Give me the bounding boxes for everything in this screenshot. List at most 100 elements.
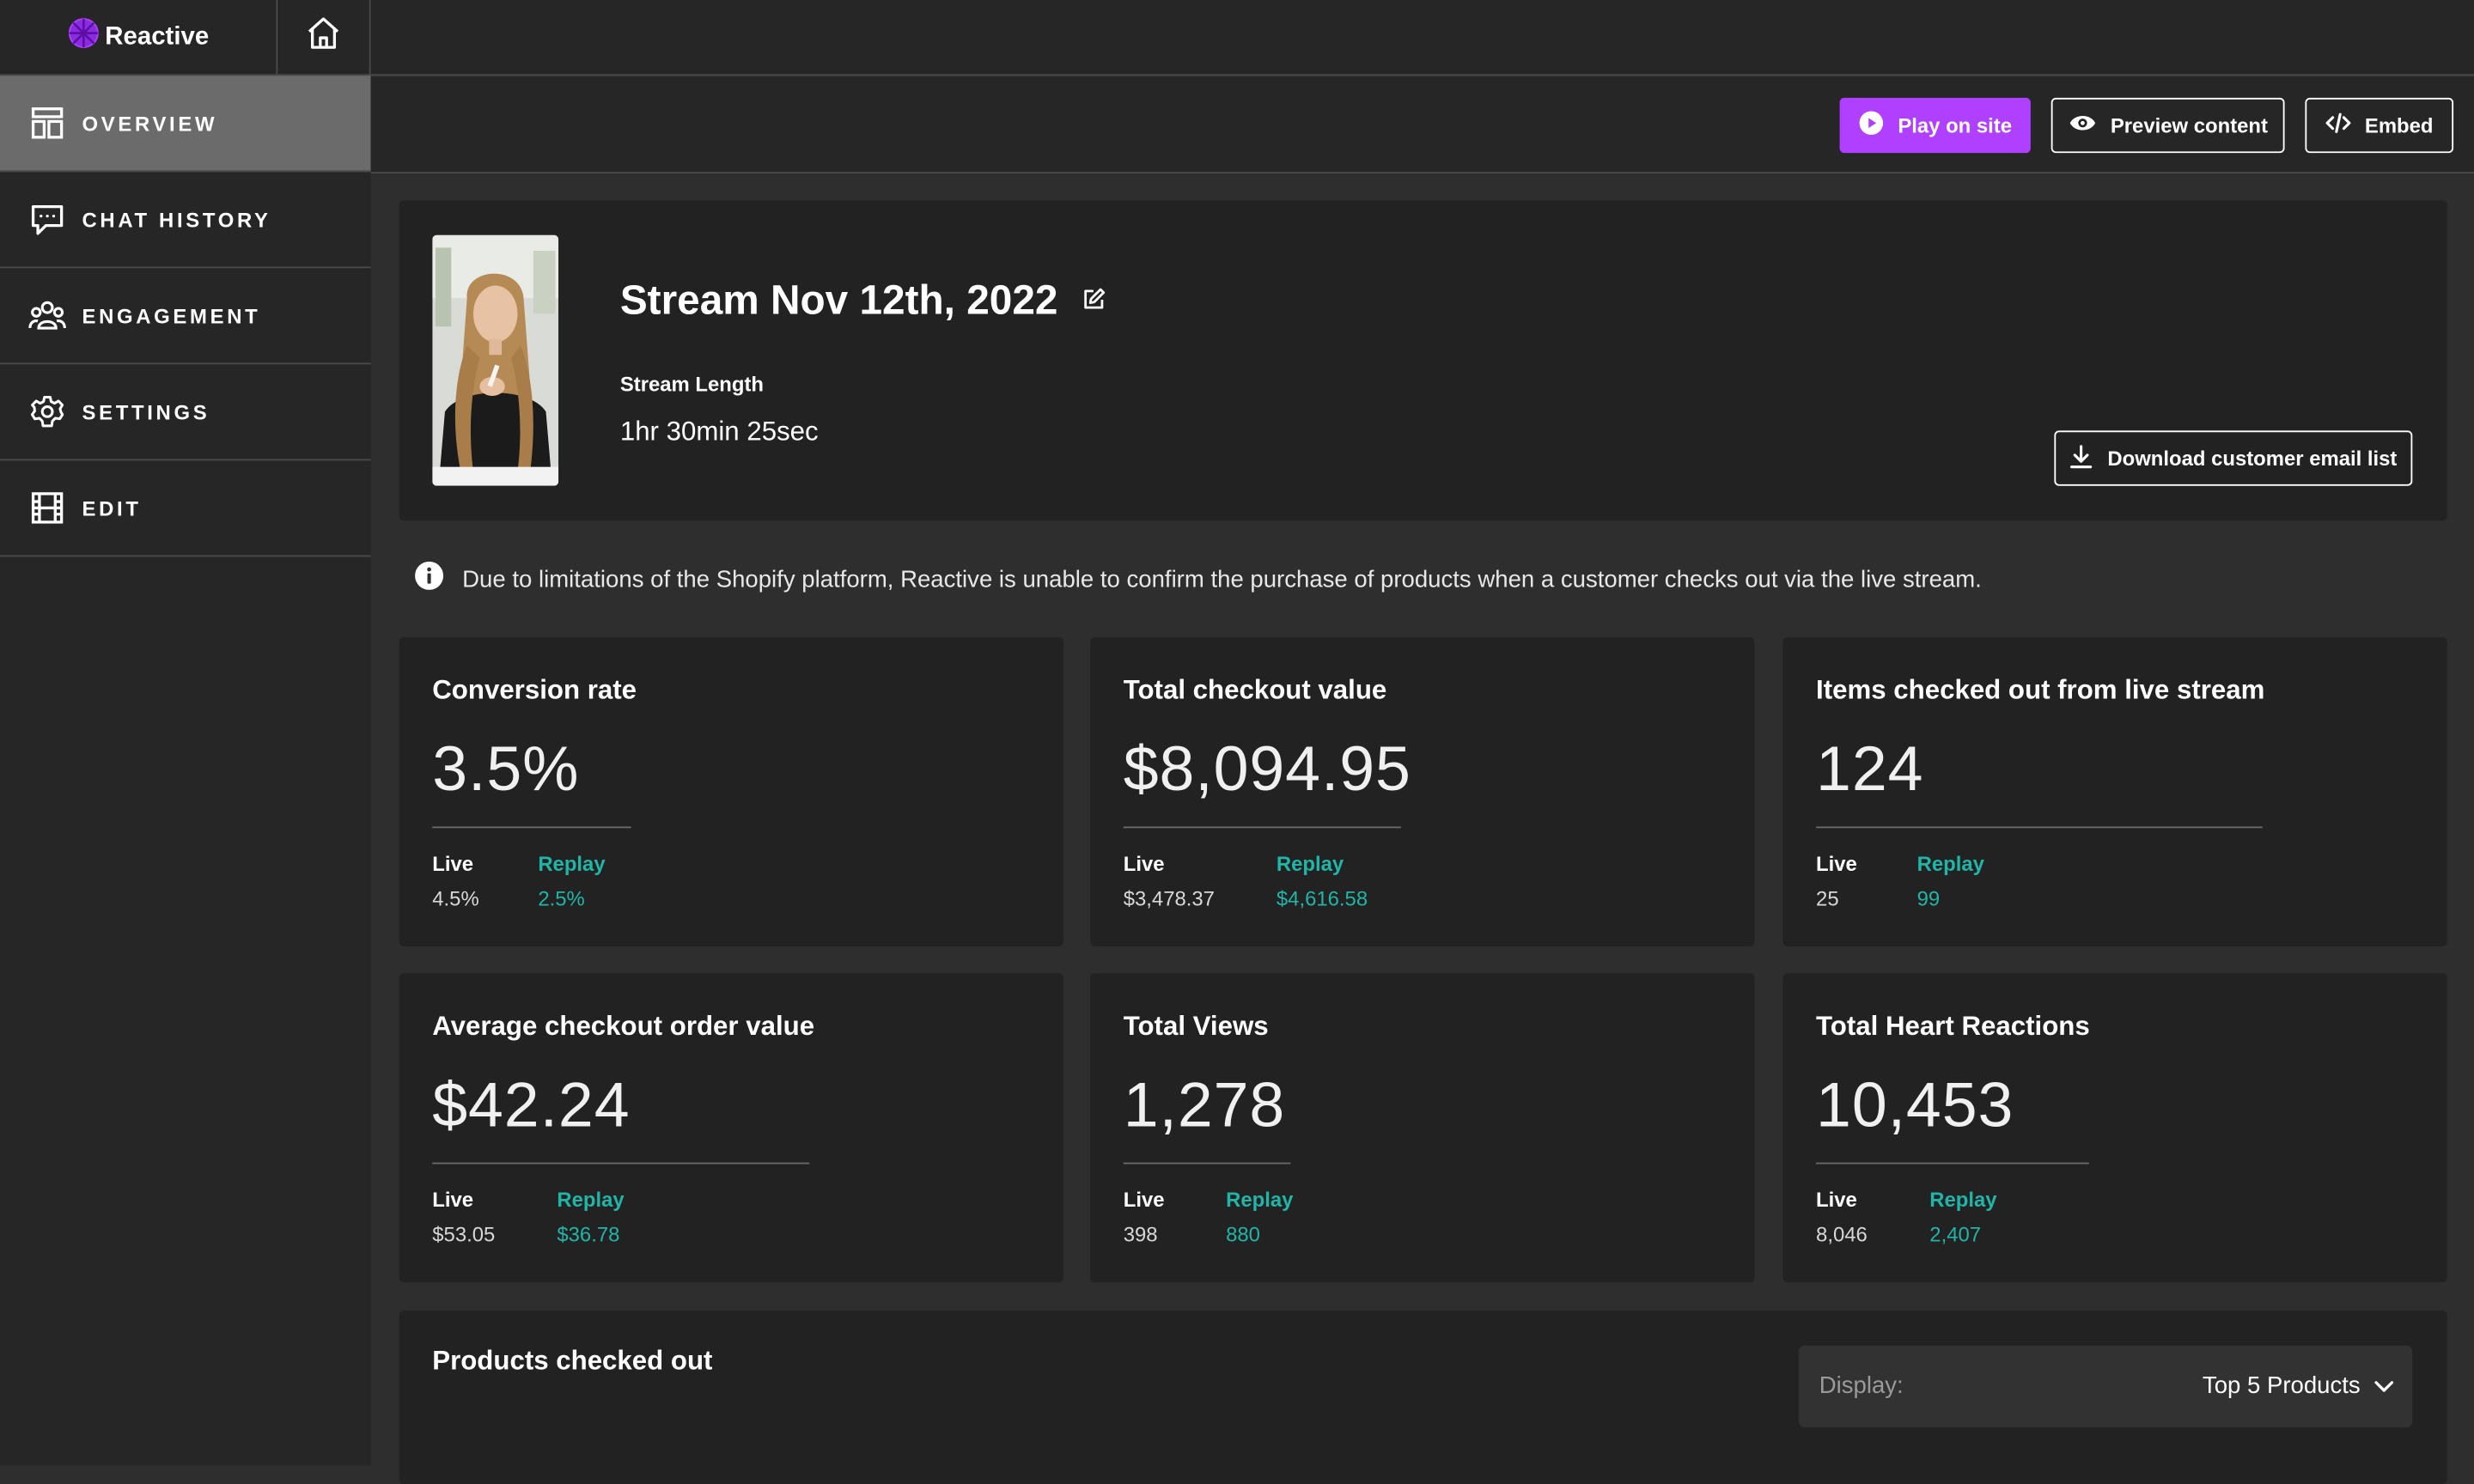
- action-bar: Play on site Preview content Embed: [370, 76, 2474, 174]
- products-checked-out-card: Products checked out Display: Top 5 Prod…: [399, 1311, 2447, 1484]
- stat-card-total-views: Total Views 1,278 Live 398 Replay 880: [1090, 973, 1755, 1283]
- stat-divider: [432, 826, 631, 829]
- top-bar: [370, 0, 2474, 76]
- chat-icon: [28, 200, 66, 238]
- preview-content-label: Preview content: [2110, 113, 2268, 137]
- stat-replay-value: $4,616.58: [1276, 886, 1368, 910]
- play-on-site-button[interactable]: Play on site: [1839, 97, 2031, 154]
- stat-replay-value: 2.5%: [538, 886, 585, 910]
- play-icon: [1858, 111, 1883, 141]
- stream-thumbnail[interactable]: [432, 234, 559, 486]
- stat-title: Total Heart Reactions: [1816, 1011, 2090, 1042]
- stat-card-conversion-rate: Conversion rate 3.5% Live 4.5% Replay 2.…: [399, 637, 1063, 947]
- film-icon: [28, 489, 66, 526]
- stat-divider: [1816, 1162, 2089, 1165]
- brand-name: Reactive: [105, 22, 210, 50]
- products-title: Products checked out: [432, 1345, 713, 1376]
- display-select[interactable]: Display: Top 5 Products: [1798, 1345, 2413, 1428]
- sidebar-item-label: ENGAGEMENT: [82, 303, 261, 328]
- stat-live-value: 4.5%: [432, 886, 479, 910]
- stat-title: Items checked out from live stream: [1816, 675, 2265, 706]
- stat-title: Total checkout value: [1123, 675, 1387, 706]
- stat-replay-label: Replay: [1916, 851, 1984, 876]
- info-icon: [415, 560, 444, 597]
- stat-replay-label: Replay: [538, 851, 606, 876]
- stream-header-card: Stream Nov 12th, 2022 Stream Length 1hr …: [399, 200, 2447, 521]
- stat-live-label: Live: [1123, 1188, 1165, 1212]
- stat-replay-label: Replay: [557, 1188, 625, 1212]
- stat-replay-value: $36.78: [557, 1222, 620, 1246]
- stat-live-value: 398: [1123, 1222, 1158, 1246]
- sidebar-item-label: SETTINGS: [82, 399, 210, 424]
- preview-content-button[interactable]: Preview content: [2050, 97, 2285, 154]
- download-email-list-label: Download customer email list: [2107, 446, 2398, 471]
- embed-label: Embed: [2364, 113, 2434, 137]
- stat-title: Average checkout order value: [432, 1011, 815, 1042]
- stat-live-value: $53.05: [432, 1222, 496, 1246]
- sidebar-item-label: OVERVIEW: [82, 111, 218, 136]
- stream-length-label: Stream Length: [619, 372, 764, 397]
- brand[interactable]: Reactive: [0, 0, 277, 76]
- stat-value: 1,278: [1123, 1071, 1286, 1140]
- sidebar-item-label: CHAT HISTORY: [82, 207, 271, 232]
- stat-value: $8,094.95: [1123, 734, 1411, 805]
- stat-value: $42.24: [432, 1071, 631, 1140]
- platform-notice: Due to limitations of the Shopify platfo…: [415, 560, 1982, 597]
- sidebar: Reactive OVERVIEW: [0, 0, 371, 1466]
- stat-value: 10,453: [1816, 1071, 2014, 1140]
- sidebar-item-settings[interactable]: SETTINGS: [0, 364, 371, 461]
- stream-title: Stream Nov 12th, 2022: [619, 276, 1058, 324]
- stat-replay-label: Replay: [1276, 851, 1344, 876]
- stat-divider: [432, 1162, 810, 1165]
- stat-live-label: Live: [432, 851, 474, 876]
- embed-button[interactable]: Embed: [2305, 97, 2454, 154]
- layout-icon: [28, 104, 66, 142]
- stat-divider: [1816, 826, 2263, 829]
- download-email-list-button[interactable]: Download customer email list: [2054, 430, 2413, 486]
- stat-live-label: Live: [432, 1188, 474, 1212]
- home-button[interactable]: [276, 0, 371, 76]
- stat-card-average-order-value: Average checkout order value $42.24 Live…: [399, 973, 1063, 1283]
- stat-live-value: $3,478.37: [1123, 886, 1215, 910]
- stat-title: Total Views: [1123, 1011, 1269, 1042]
- stat-replay-label: Replay: [1226, 1188, 1294, 1212]
- sidebar-item-label: EDIT: [82, 496, 142, 520]
- display-select-value: Top 5 Products: [2202, 1371, 2361, 1400]
- stat-live-label: Live: [1123, 851, 1165, 876]
- stat-card-total-heart-reactions: Total Heart Reactions 10,453 Live 8,046 …: [1782, 973, 2447, 1283]
- stream-length-value: 1hr 30min 25sec: [619, 416, 819, 447]
- stat-replay-label: Replay: [1929, 1188, 1997, 1212]
- home-icon: [304, 15, 342, 60]
- play-on-site-label: Play on site: [1898, 113, 2013, 137]
- eye-icon: [2068, 112, 2096, 138]
- gear-icon: [28, 392, 66, 430]
- stat-value: 3.5%: [432, 734, 580, 805]
- sidebar-nav: OVERVIEW CHAT HISTORY: [0, 76, 371, 557]
- stat-replay-value: 99: [1916, 886, 1941, 910]
- stat-replay-value: 880: [1226, 1222, 1260, 1246]
- stat-title: Conversion rate: [432, 675, 637, 706]
- stat-card-items-checked-out: Items checked out from live stream 124 L…: [1782, 637, 2447, 947]
- chevron-down-icon: [2373, 1376, 2395, 1406]
- display-select-label: Display:: [1819, 1371, 1904, 1400]
- edit-title-icon[interactable]: [1082, 287, 1106, 319]
- stat-replay-value: 2,407: [1929, 1222, 1982, 1246]
- stat-live-label: Live: [1816, 1188, 1857, 1212]
- reactive-logo-icon: [67, 17, 99, 57]
- code-icon: [2325, 112, 2351, 138]
- sidebar-item-overview[interactable]: OVERVIEW: [0, 76, 371, 173]
- sidebar-item-chat-history[interactable]: CHAT HISTORY: [0, 172, 371, 269]
- sidebar-item-engagement[interactable]: ENGAGEMENT: [0, 268, 371, 365]
- notice-text: Due to limitations of the Shopify platfo…: [462, 565, 1982, 593]
- stat-value: 124: [1816, 734, 1924, 805]
- stat-card-total-checkout-value: Total checkout value $8,094.95 Live $3,4…: [1090, 637, 1755, 947]
- stat-live-label: Live: [1816, 851, 1857, 876]
- stat-divider: [1123, 826, 1401, 829]
- download-icon: [2069, 444, 2092, 472]
- people-icon: [28, 296, 66, 334]
- stat-divider: [1123, 1162, 1291, 1165]
- sidebar-item-edit[interactable]: EDIT: [0, 460, 371, 557]
- stat-live-value: 25: [1816, 886, 1839, 910]
- stat-live-value: 8,046: [1816, 1222, 1868, 1246]
